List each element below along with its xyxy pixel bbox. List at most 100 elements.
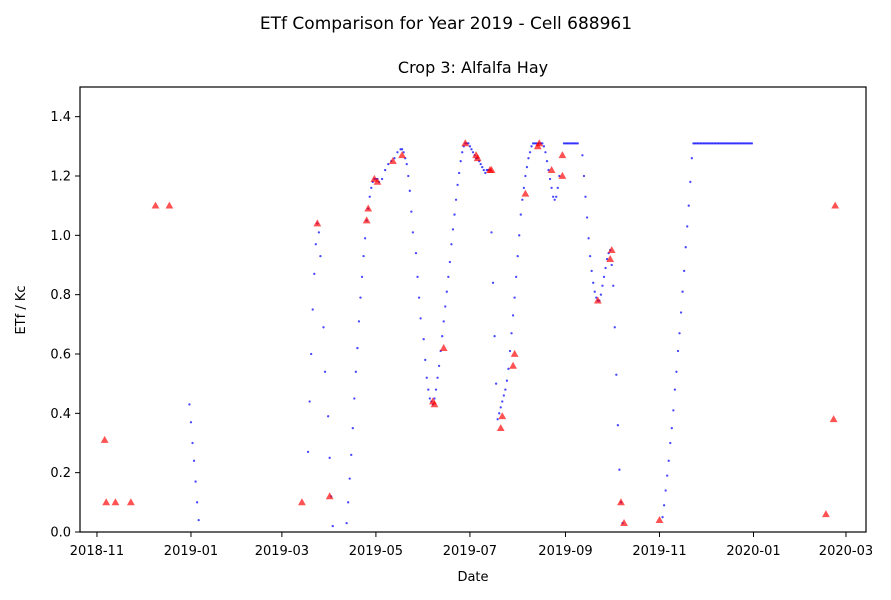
triangle-point: [829, 415, 838, 423]
dot-point: [411, 231, 415, 234]
triangle-point: [617, 498, 625, 506]
dot-point: [661, 516, 664, 519]
dot-point: [322, 326, 325, 329]
triangle-point: [558, 171, 567, 179]
dot-point: [581, 154, 584, 157]
dot-point: [471, 151, 475, 154]
dot-point: [425, 376, 428, 379]
dot-point: [433, 397, 436, 400]
dot-point: [442, 320, 445, 323]
dot-point: [323, 370, 327, 373]
triangle-point: [509, 361, 517, 369]
dot-point: [588, 254, 592, 258]
triangle-point: [593, 296, 602, 304]
dot-point: [313, 272, 316, 276]
dot-point: [615, 373, 618, 376]
triangle-point: [510, 349, 519, 357]
dot-point: [414, 251, 418, 255]
dot-point: [593, 290, 596, 293]
dot-point: [542, 145, 546, 148]
dot-point: [319, 254, 322, 258]
y-tick-label: 0.0: [50, 526, 71, 541]
triangle-point: [100, 435, 109, 443]
dot-point: [519, 213, 522, 216]
dot-point: [499, 406, 502, 409]
dot-point: [310, 352, 313, 356]
y-tick-label: 1.4: [50, 110, 71, 125]
chart-title: Crop 3: Alfalfa Hay: [398, 58, 548, 77]
triangle-point: [607, 246, 616, 254]
triangle-point: [439, 343, 448, 351]
dot-point: [422, 338, 425, 341]
dot-point: [370, 186, 373, 190]
dot-point: [518, 234, 521, 237]
x-tick-label: 2018-11: [70, 544, 124, 559]
dot-point: [687, 204, 690, 207]
dot-point: [368, 195, 371, 198]
dot-point: [548, 177, 552, 181]
triangle-point: [498, 412, 507, 420]
dot-point: [191, 441, 194, 445]
triangle-point: [487, 165, 496, 173]
triangle-point: [547, 165, 556, 173]
dot-point: [494, 382, 498, 385]
dot-point: [522, 186, 526, 190]
dot-point: [306, 450, 310, 454]
dot-point: [417, 296, 421, 299]
x-tick-label: 2019-03: [255, 544, 309, 559]
triangle-point: [111, 498, 120, 506]
y-tick-label: 0.8: [50, 288, 71, 303]
triangle-point: [126, 498, 135, 506]
dot-point: [504, 388, 507, 391]
dot-point: [551, 195, 555, 198]
dot-point: [555, 195, 558, 198]
dot-point: [599, 293, 603, 296]
dot-point: [667, 459, 670, 462]
triangle-point: [364, 204, 373, 212]
dot-point: [601, 284, 604, 287]
dot-point: [679, 311, 683, 314]
dot-point: [194, 480, 197, 483]
triangle-point: [102, 498, 111, 506]
triangle-point: [151, 201, 160, 209]
dot-point: [669, 441, 672, 445]
dot-point: [527, 157, 530, 160]
dot-point: [684, 246, 687, 249]
dot-point: [441, 335, 444, 338]
dot-point: [448, 260, 452, 264]
dot-point: [384, 168, 387, 172]
dot-point: [317, 231, 321, 234]
dot-point: [511, 314, 515, 317]
dot-point: [437, 364, 441, 368]
dot-point: [490, 231, 493, 234]
triangle-point: [620, 519, 628, 526]
triangle-point: [388, 157, 397, 165]
triangle-point: [313, 219, 322, 227]
dot-point: [350, 453, 353, 457]
triangle-point: [606, 254, 615, 262]
dot-point: [673, 388, 677, 391]
dot-point: [530, 145, 533, 148]
dot-point: [393, 157, 396, 160]
dot-point: [613, 326, 616, 329]
dot-point: [450, 243, 453, 246]
dot-point: [351, 427, 354, 430]
dot-point: [508, 349, 512, 353]
triangle-point: [822, 510, 830, 518]
dot-point: [553, 198, 556, 201]
dot-point: [356, 346, 359, 350]
dot-point: [587, 237, 590, 240]
triangle-point: [558, 151, 567, 159]
y-tick-label: 0.2: [50, 466, 71, 481]
dot-point: [595, 296, 598, 299]
dot-point: [445, 290, 448, 293]
dot-point: [436, 376, 439, 379]
dot-point: [582, 174, 586, 178]
dot-point: [347, 501, 350, 504]
dot-point: [353, 397, 356, 400]
dot-point: [491, 281, 495, 284]
x-tick-label: 2019-09: [538, 544, 592, 559]
dot-point: [528, 151, 532, 154]
